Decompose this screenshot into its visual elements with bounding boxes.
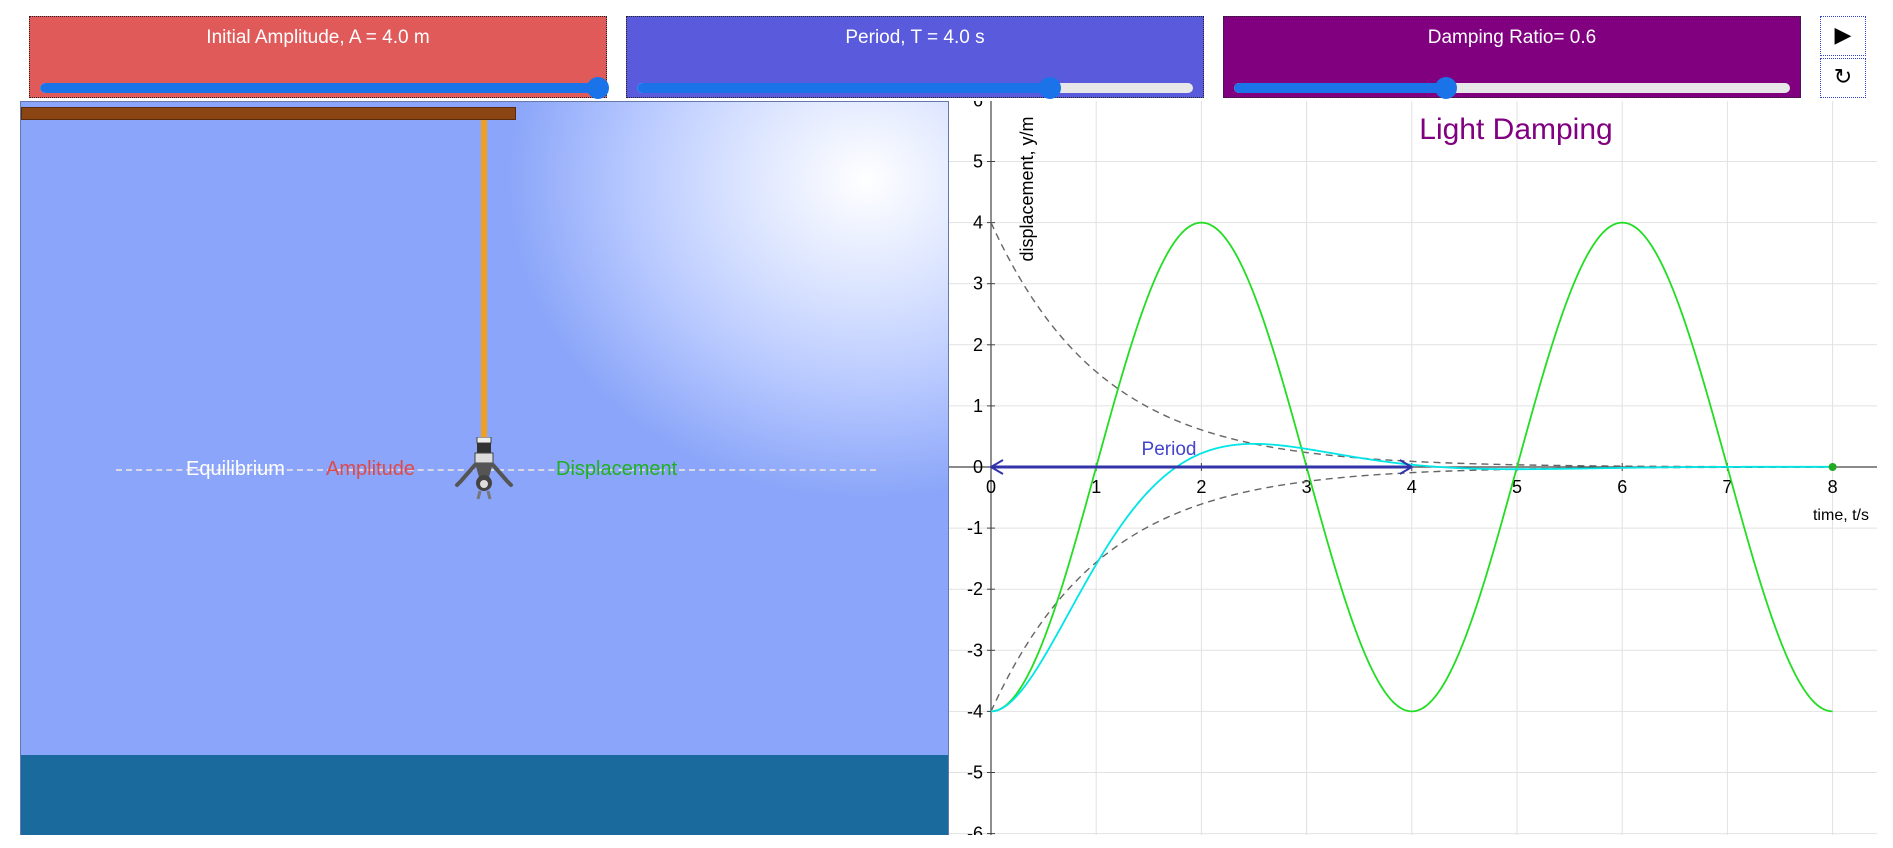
period-control: Period, T = 4.0 s bbox=[626, 16, 1204, 99]
y-tick-label: 1 bbox=[973, 396, 983, 416]
y-tick-label: -4 bbox=[967, 701, 983, 721]
x-tick-label: 1 bbox=[1091, 477, 1101, 497]
y-tick-label: -1 bbox=[967, 518, 983, 538]
x-tick-label: 4 bbox=[1407, 477, 1417, 497]
y-tick-label: -2 bbox=[967, 579, 983, 599]
undamped-displacement-line bbox=[990, 221, 1833, 713]
curves bbox=[989, 221, 1837, 713]
x-tick-label: 5 bbox=[1512, 477, 1522, 497]
x-tick-label: 2 bbox=[1196, 477, 1206, 497]
period-slider-track[interactable] bbox=[637, 83, 1193, 93]
amplitude-slider-thumb[interactable] bbox=[587, 77, 609, 99]
damping-slider-track[interactable] bbox=[1234, 83, 1790, 93]
play-icon: ▶ bbox=[1834, 23, 1852, 48]
tick-labels: 0 1 2 3 4 5 6 7 8 -6 -5 -4 -3 -2 -1 0 1 2 3 4 5 6 bbox=[967, 101, 1838, 835]
period-slider-thumb[interactable] bbox=[1038, 77, 1061, 99]
end-point-marker bbox=[1828, 463, 1837, 471]
x-tick-label: 0 bbox=[986, 477, 996, 497]
reset-button[interactable]: ↻ bbox=[1820, 58, 1866, 98]
damped-displacement-line bbox=[990, 442, 1833, 713]
y-tick-label: 4 bbox=[973, 213, 983, 233]
y-axis-label: displacement, y/m bbox=[1017, 116, 1037, 261]
x-tick-label: 3 bbox=[1302, 477, 1312, 497]
damping-label: Damping Ratio= 0.6 bbox=[1427, 27, 1597, 48]
y-tick-label: 5 bbox=[973, 152, 983, 172]
chart-title: Light Damping bbox=[1419, 113, 1612, 146]
reset-icon: ↻ bbox=[1833, 65, 1853, 90]
amplitude-slider-fill bbox=[40, 83, 596, 93]
y-tick-label: 0 bbox=[973, 457, 983, 477]
period-annotation-label: Period bbox=[1142, 439, 1197, 460]
damping-slider-fill bbox=[1234, 83, 1446, 93]
bungee-rope bbox=[481, 120, 487, 458]
bungee-scene: Equilibrium Amplitude Displacement bbox=[20, 101, 948, 835]
amplitude-control: Initial Amplitude, A = 4.0 m bbox=[29, 16, 609, 99]
displacement-time-graph: 0 1 2 3 4 5 6 7 8 -6 -5 -4 -3 -2 -1 0 1 2 3 4 5 6 Light Dampi… bbox=[948, 101, 1877, 835]
period-arrow-left-head bbox=[989, 459, 1004, 475]
y-tick-label: -5 bbox=[967, 763, 983, 783]
period-arrow-right-head bbox=[1399, 459, 1414, 475]
period-label: Period, T = 4.0 s bbox=[845, 27, 985, 48]
amplitude-slider-track[interactable] bbox=[40, 83, 596, 93]
amplitude-label: Initial Amplitude, A = 4.0 m bbox=[206, 27, 430, 48]
bungee-jumper-icon bbox=[455, 437, 513, 500]
x-tick-label: 7 bbox=[1722, 477, 1732, 497]
equilibrium-label: Equilibrium bbox=[186, 458, 285, 480]
play-button[interactable]: ▶ bbox=[1820, 16, 1866, 56]
y-tick-label: 3 bbox=[973, 274, 983, 294]
x-tick-label: 8 bbox=[1828, 477, 1838, 497]
ground bbox=[21, 755, 948, 835]
damping-control: Damping Ratio= 0.6 bbox=[1223, 16, 1801, 99]
jump-platform bbox=[21, 107, 516, 120]
damping-slider-thumb[interactable] bbox=[1435, 77, 1458, 99]
y-tick-label: -3 bbox=[967, 640, 983, 660]
period-slider-fill bbox=[637, 83, 1049, 93]
x-axis-label: time, t/s bbox=[1813, 507, 1869, 524]
y-tick-label: -6 bbox=[967, 824, 983, 835]
y-tick-label: 2 bbox=[973, 335, 983, 355]
displacement-marker-label: Displacement bbox=[556, 458, 678, 480]
x-tick-label: 6 bbox=[1617, 477, 1627, 497]
amplitude-marker-label: Amplitude bbox=[326, 458, 415, 480]
y-tick-label: 6 bbox=[973, 101, 983, 110]
